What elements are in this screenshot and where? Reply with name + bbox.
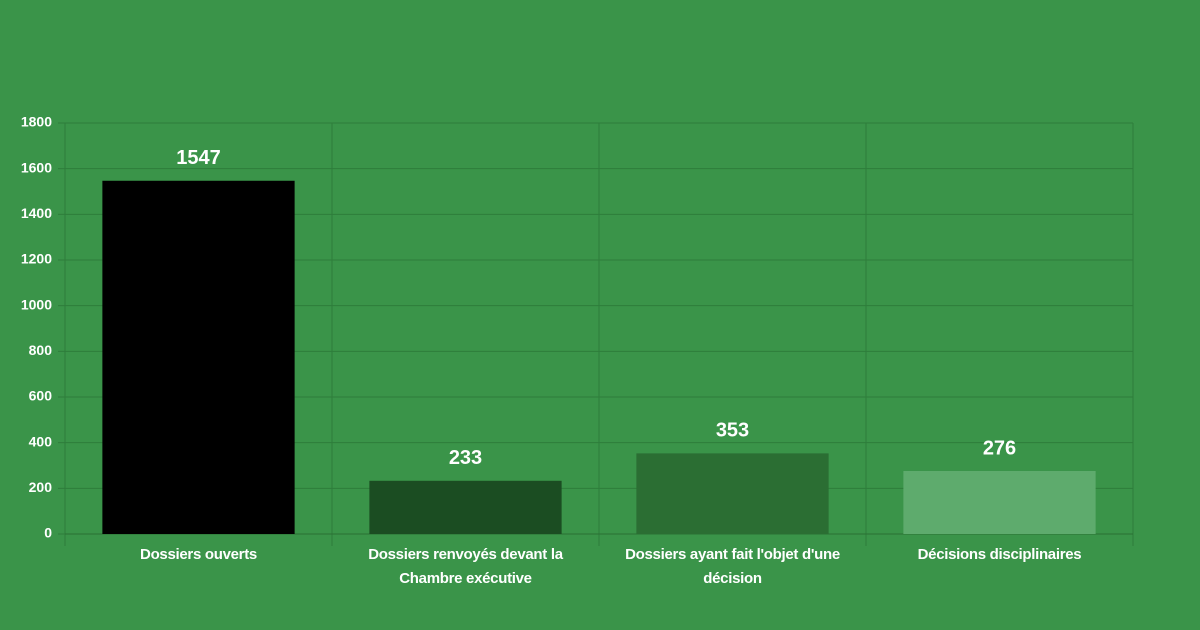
value-label: 233 [449,447,482,469]
value-label: 353 [716,420,749,442]
x-tick-label: Décisions disciplinaires [917,546,1082,563]
bar [903,470,1096,534]
y-tick-label: 1400 [21,205,52,221]
y-tick-label: 400 [29,433,53,449]
value-label: 276 [983,437,1016,459]
y-tick-label: 1200 [21,251,52,267]
y-tick-label: 1800 [21,114,52,130]
y-tick-label: 1000 [21,296,52,312]
value-label: 1547 [176,147,221,169]
x-tick-label: Dossiers ayant fait l'objet d'une décisi… [625,546,840,587]
y-tick-label: 200 [29,479,53,495]
bar [369,480,562,534]
bar [636,453,829,534]
y-tick-label: 800 [29,342,53,358]
y-tick-label: 600 [29,388,53,404]
bar [102,180,295,535]
y-tick-label: 0 [44,525,52,541]
x-tick-label: Dossiers renvoyés devant la Chambre exéc… [368,546,563,587]
y-tick-label: 1600 [21,159,52,175]
x-tick-label: Dossiers ouverts [140,546,257,563]
